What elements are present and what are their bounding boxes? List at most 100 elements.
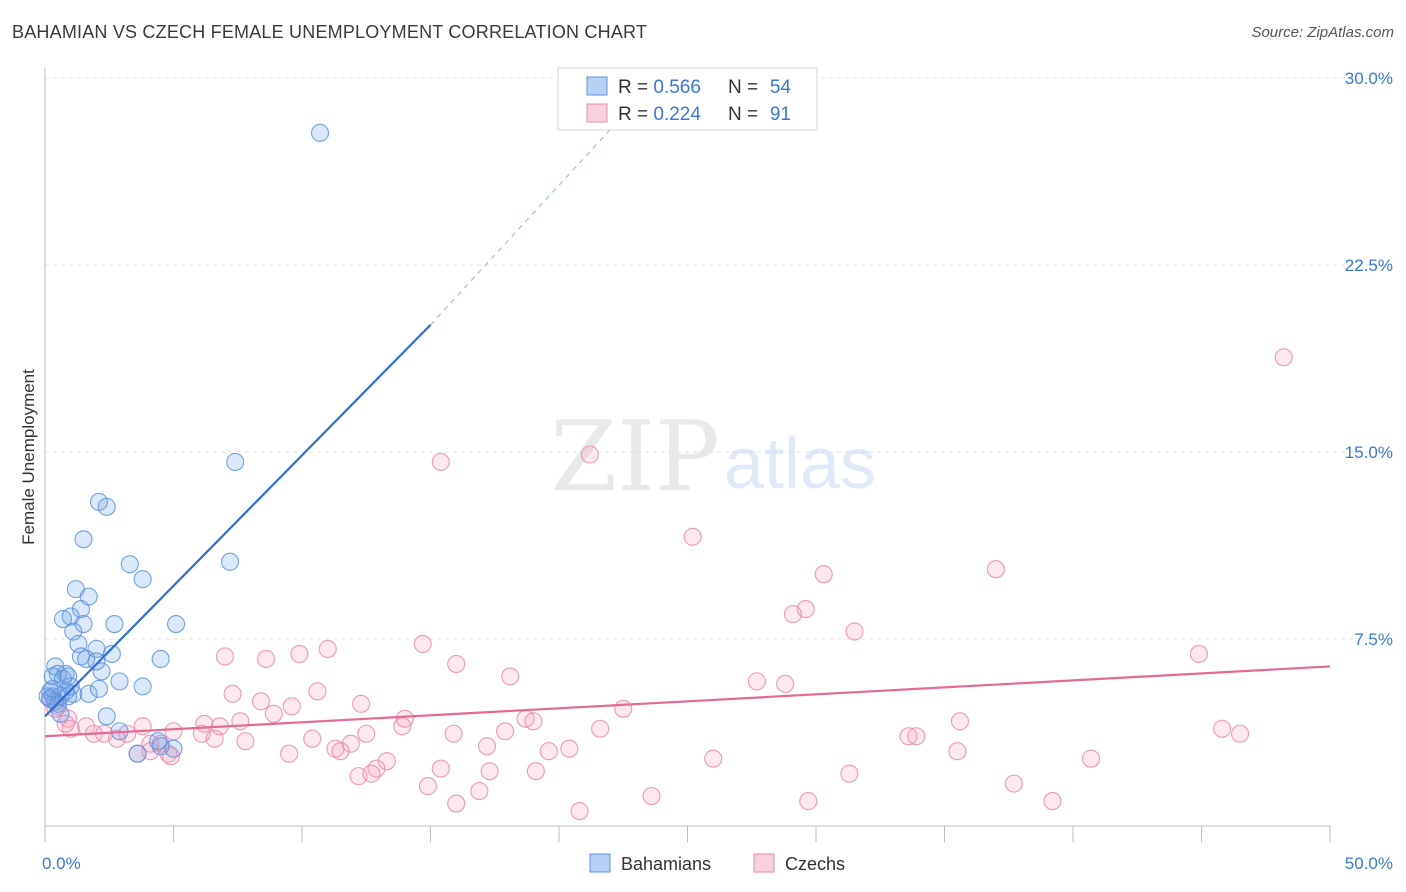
czechs-point-7 [783, 605, 802, 624]
czechs-trend-line [44, 665, 1331, 738]
czechs-point-47 [303, 729, 322, 748]
czechs-point-44 [444, 724, 463, 743]
bahamians-point-15 [167, 614, 186, 634]
czechs-point-53 [205, 729, 224, 748]
bahamians-point-49 [164, 739, 183, 758]
czechs-point-52 [107, 729, 127, 748]
legend-label-0: Bahamians [621, 854, 711, 874]
tick-labels: 7.5% 15.0% 22.5% 30.0% 0.0% 50.0% [42, 69, 1393, 873]
r-value-1: 0.224 [653, 104, 701, 125]
r-value-0: 0.566 [653, 77, 701, 98]
czechs-point-84 [570, 801, 589, 821]
czechs-points [41, 348, 1293, 821]
y-tick-label-1: 15.0% [1345, 443, 1393, 462]
gridlines [45, 77, 1390, 640]
czechs-point-12 [215, 647, 234, 666]
bahamians-point-51 [43, 679, 62, 698]
czechs-point-46 [357, 724, 376, 743]
czechs-point-62 [560, 739, 579, 758]
bahamians-point-6 [220, 552, 240, 571]
czechs-point-83 [799, 792, 818, 811]
source-credit: Source: ZipAtlas.com [1251, 24, 1394, 41]
bahamians-point-53 [77, 649, 96, 668]
bahamians-point-30 [133, 677, 152, 696]
bahamians-point-3 [97, 497, 116, 516]
czechs-point-5 [986, 560, 1005, 579]
czechs-point-24 [614, 699, 633, 718]
czechs-point-79 [470, 782, 489, 801]
czechs-point-85 [1043, 792, 1062, 811]
czechs-point-9 [413, 634, 432, 654]
czechs-point-23 [282, 697, 301, 716]
bahamians-point-47 [128, 744, 147, 763]
bahamians-trend-line [44, 324, 432, 718]
czechs-point-42 [164, 722, 183, 741]
czechs-point-10 [318, 639, 337, 659]
bahamians-point-21 [151, 649, 170, 668]
bahamians-point-44 [51, 704, 70, 723]
czechs-point-4 [814, 565, 833, 584]
czechs-point-59 [326, 739, 345, 758]
czechs-point-2 [431, 452, 450, 472]
stats-swatch-1 [586, 103, 608, 123]
czechs-point-11 [290, 644, 309, 664]
czechs-point-17 [747, 672, 766, 691]
n-label-1: N = [728, 104, 763, 125]
legend-swatch-1 [753, 853, 775, 873]
trend-lines [44, 114, 1331, 738]
y-axis-label: Female Unemployment [19, 369, 38, 545]
czechs-point-71 [377, 752, 396, 771]
bahamians-point-1 [226, 452, 245, 472]
n-value-1: 91 [770, 104, 791, 125]
czechs-point-31 [950, 712, 969, 731]
czechs-point-64 [280, 744, 299, 763]
y-tick-label-2: 22.5% [1345, 256, 1393, 275]
czechs-point-16 [501, 667, 520, 686]
bahamians-points [38, 123, 330, 763]
czechs-point-22 [352, 694, 371, 713]
czechs-point-87 [56, 714, 75, 733]
czechs-point-29 [231, 712, 250, 731]
czechs-point-54 [236, 732, 255, 751]
bahamians-point-13 [74, 614, 93, 634]
czechs-point-60 [331, 742, 350, 761]
czechs-point-21 [251, 692, 270, 711]
bahamians-point-23 [92, 662, 111, 681]
czechs-point-37 [591, 719, 610, 738]
bahamians-trend-extension [430, 114, 624, 326]
czechs-point-72 [367, 759, 386, 778]
stats-row-0: R = 0.566 N = 54 [618, 77, 791, 98]
czechs-point-19 [223, 684, 242, 703]
series-legend: Bahamians Czechs [589, 853, 845, 874]
czechs-point-74 [480, 762, 499, 781]
bahamians-point-14 [105, 614, 124, 634]
czechs-point-51 [1231, 724, 1250, 743]
bahamians-point-48 [149, 732, 168, 751]
czechs-point-66 [159, 744, 178, 763]
czechs-point-70 [1081, 749, 1101, 768]
czechs-point-81 [642, 787, 661, 806]
czechs-point-38 [61, 719, 80, 738]
czechs-point-28 [524, 712, 543, 731]
czechs-point-82 [447, 794, 466, 813]
czechs-point-49 [907, 727, 926, 746]
czechs-point-80 [1004, 774, 1023, 793]
czechs-point-25 [264, 704, 283, 723]
r-label-1: R = [618, 104, 653, 125]
czechs-point-78 [418, 777, 437, 796]
bahamians-point-52 [59, 667, 78, 686]
czechs-point-61 [539, 742, 558, 761]
czechs-point-69 [704, 749, 723, 768]
n-label-0: N = [728, 77, 763, 98]
r-label-0: R = [618, 77, 653, 98]
bahamians-point-43 [97, 707, 116, 726]
legend-swatch-0 [589, 853, 611, 873]
czechs-point-58 [477, 737, 497, 756]
bahamians-point-7 [133, 570, 152, 589]
y-tick-label-0: 7.5% [1354, 630, 1393, 649]
czechs-point-20 [308, 682, 327, 701]
czechs-point-50 [1213, 719, 1232, 738]
watermark-zip: ZIP [550, 401, 719, 513]
czechs-point-0 [1274, 348, 1293, 367]
